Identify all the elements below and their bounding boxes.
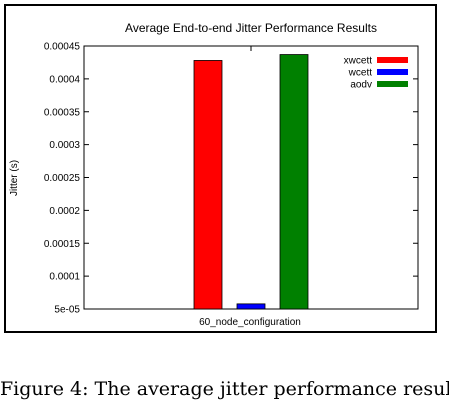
legend-swatch-xwcett [377,57,408,63]
chart-title: Average End-to-end Jitter Performance Re… [125,21,377,35]
y-tick-label: 0.00035 [44,107,81,118]
y-tick-label: 0.0001 [49,272,80,283]
legend-label-wcett: wcett [348,68,373,79]
bar-xwcett [193,60,223,310]
y-tick-label: 0.0003 [49,140,80,151]
x-tick-label: 60_node_configuration [199,317,301,328]
y-tick-label: 5e-05 [54,305,80,316]
legend-swatch-wcett [377,69,408,75]
legend-swatch-aodv [377,81,408,87]
bar-wcett [236,303,266,310]
y-tick-label: 0.0004 [49,74,80,85]
y-tick-label: 0.00015 [44,239,81,250]
y-tick-label: 0.00045 [44,42,81,53]
y-tick-label: 0.0002 [49,206,80,217]
y-axis-label: Jitter (s) [9,160,20,196]
bar-aodv [279,54,309,310]
legend-label-xwcett: xwcett [344,56,373,67]
figure-caption: Figure 4: The average jitter performance… [0,378,449,400]
legend-label-aodv: aodv [350,80,372,91]
y-tick-label: 0.00025 [44,173,81,184]
